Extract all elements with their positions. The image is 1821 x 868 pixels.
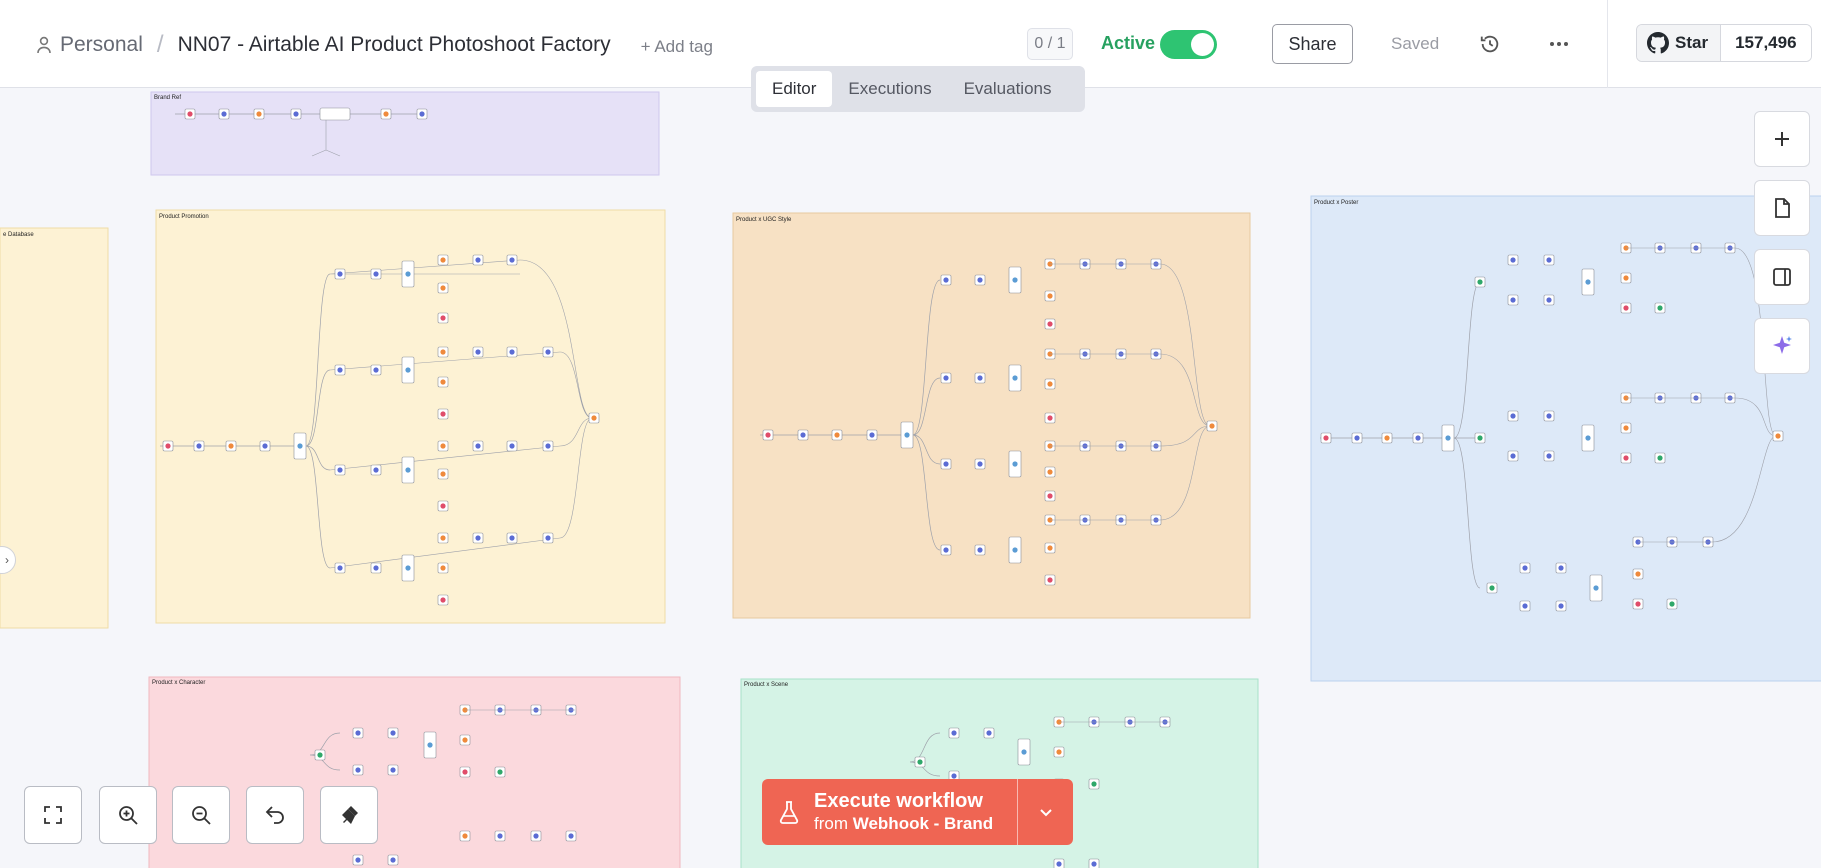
person-icon bbox=[37, 36, 51, 54]
github-star-label: Star bbox=[1675, 33, 1709, 52]
sticky-database[interactable]: e Database bbox=[0, 227, 109, 629]
github-star-widget[interactable]: Star 157,496 bbox=[1636, 24, 1812, 62]
tab-evaluations[interactable]: Evaluations bbox=[963, 79, 1052, 98]
saved-status: Saved bbox=[1391, 34, 1440, 53]
tidy-up-button[interactable] bbox=[320, 786, 378, 844]
sticky-product-poster[interactable]: Product x Poster bbox=[1310, 195, 1821, 682]
add-tag-button[interactable]: + Add tag bbox=[640, 36, 713, 56]
flask-icon bbox=[779, 801, 799, 824]
execute-trigger: Webhook - Brand bbox=[852, 814, 994, 833]
sticky-title-product-ugc-style: Product x UGC Style bbox=[736, 217, 792, 223]
zoom-in-button[interactable] bbox=[99, 786, 157, 844]
toggle-knob bbox=[1191, 33, 1214, 56]
zoom-in-icon bbox=[119, 806, 138, 825]
sticky-product-promotion[interactable]: Product Promotion bbox=[155, 209, 666, 624]
version-counter: 0 / 1 bbox=[1027, 28, 1073, 60]
github-star-button[interactable]: Star bbox=[1637, 25, 1722, 61]
share-button[interactable]: Share bbox=[1272, 24, 1353, 64]
reset-zoom-icon bbox=[265, 806, 284, 824]
execute-label: Execute workflow bbox=[814, 790, 983, 812]
ai-sparkle-icon bbox=[1773, 336, 1792, 354]
plus-icon bbox=[1775, 132, 1789, 146]
add-sticky-button[interactable] bbox=[1754, 180, 1810, 236]
sticky-title-product-character: Product x Character bbox=[152, 680, 205, 686]
tidy-up-icon bbox=[342, 806, 358, 824]
breadcrumb-separator: / bbox=[156, 31, 164, 58]
github-icon bbox=[1647, 32, 1669, 54]
execute-trigger-line: from Webhook - Brand bbox=[814, 813, 993, 835]
ai-assistant-button[interactable] bbox=[1754, 318, 1810, 374]
sticky-title-product-promotion: Product Promotion bbox=[159, 214, 209, 220]
more-options-icon[interactable] bbox=[1547, 33, 1571, 55]
zoom-out-icon bbox=[192, 806, 211, 825]
sticky-title-product-poster: Product x Poster bbox=[1314, 200, 1358, 206]
view-tabs: Editor Executions Evaluations bbox=[751, 66, 1085, 112]
execute-from: from bbox=[814, 814, 848, 833]
sticky-note-icon bbox=[1775, 198, 1790, 218]
breadcrumb: Personal / NN07 - Airtable AI Product Ph… bbox=[36, 30, 713, 60]
header-divider bbox=[1607, 0, 1608, 88]
tab-editor[interactable]: Editor bbox=[756, 71, 833, 107]
tab-executions[interactable]: Executions bbox=[848, 79, 932, 98]
sticky-product-character[interactable]: Product x Character bbox=[148, 676, 681, 868]
sticky-title-brand-ref: Brand Ref bbox=[154, 95, 181, 101]
chevron-down-icon bbox=[1039, 809, 1052, 817]
execute-main[interactable]: Execute workflow from Webhook - Brand bbox=[762, 779, 1017, 845]
workflow-name[interactable]: NN07 - Airtable AI Product Photoshoot Fa… bbox=[177, 33, 611, 56]
add-node-button[interactable] bbox=[1754, 111, 1810, 167]
github-star-count: 157,496 bbox=[1721, 25, 1811, 61]
project-link[interactable]: Personal bbox=[60, 33, 143, 56]
sticky-title-database: e Database bbox=[3, 232, 34, 238]
fit-view-icon bbox=[44, 806, 62, 824]
sticky-brand-ref[interactable]: Brand Ref bbox=[150, 91, 660, 176]
reset-zoom-button[interactable] bbox=[246, 786, 304, 844]
zoom-out-button[interactable] bbox=[172, 786, 230, 844]
toggle-panel-button[interactable] bbox=[1754, 249, 1810, 305]
fit-view-button[interactable] bbox=[24, 786, 82, 844]
execute-dropdown-button[interactable] bbox=[1017, 779, 1073, 845]
sticky-title-product-scene: Product x Scene bbox=[744, 682, 789, 688]
execute-workflow-button[interactable]: Execute workflow from Webhook - Brand bbox=[762, 779, 1073, 845]
workflow-canvas[interactable]: Brand Ref e Database Product Promotion bbox=[0, 89, 1821, 868]
active-label: Active bbox=[1101, 33, 1156, 53]
workflow-graph[interactable]: Brand Ref e Database Product Promotion bbox=[0, 89, 1821, 868]
panel-icon bbox=[1773, 268, 1791, 286]
active-toggle[interactable] bbox=[1160, 30, 1217, 59]
history-icon[interactable] bbox=[1479, 33, 1501, 55]
sticky-product-ugc-style[interactable]: Product x UGC Style bbox=[732, 212, 1251, 619]
